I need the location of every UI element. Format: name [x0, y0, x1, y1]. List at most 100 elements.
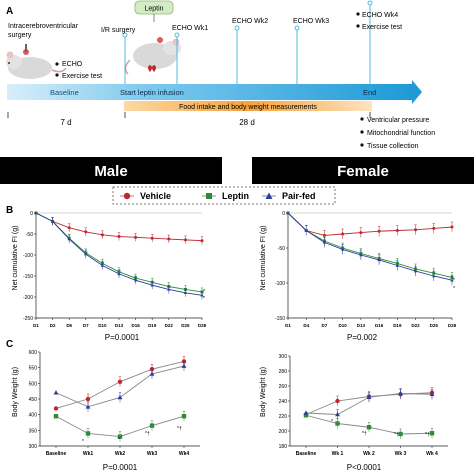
point-pairfed — [50, 219, 55, 223]
echo-wk1-label: ECHO Wk1 — [172, 25, 208, 32]
x-tick-label: Baseline — [296, 451, 317, 457]
b-male-ylabel: Net cumulative FI (g) — [12, 226, 19, 291]
y-tick-label: -150 — [23, 274, 33, 280]
point-leptin — [117, 434, 123, 439]
series-line-leptin — [287, 212, 453, 278]
legend-pairfed-marker — [265, 192, 273, 199]
point-pairfed — [450, 278, 454, 282]
y-tick-label: 350 — [29, 428, 38, 434]
point-pairfed — [84, 252, 88, 256]
x-tick-label: D19 — [393, 323, 402, 328]
point-pairfed — [303, 410, 309, 415]
bullet-dot — [356, 24, 360, 28]
legend-vehicle-marker — [123, 192, 131, 200]
legend-box — [112, 186, 336, 205]
rat-illustration-left — [6, 44, 67, 79]
point-leptin — [85, 431, 91, 436]
point-pairfed — [322, 240, 327, 244]
point-vehicle — [377, 229, 381, 233]
x-tick-label: D7 — [322, 323, 328, 328]
legend-pairfed: Pair-fed — [282, 191, 316, 201]
echo-wk4-label: ECHO Wk4 — [362, 12, 398, 19]
point-leptin — [53, 414, 59, 419]
end-item-3: Tissue collection — [367, 143, 419, 150]
bullet-dot — [360, 117, 364, 121]
point-vehicle — [84, 230, 88, 234]
point-leptin — [366, 425, 372, 430]
significance-mark: * — [203, 296, 205, 302]
x-tick-label: D28 — [198, 323, 207, 328]
y-tick-label: -50 — [278, 246, 285, 252]
significance-mark: * — [118, 437, 120, 443]
exercise-test-top-label: Exercise test — [362, 24, 402, 31]
x-tick-label: D10 — [98, 323, 107, 328]
point-pairfed — [85, 404, 91, 409]
panel-c-letter: C — [6, 339, 13, 350]
point-vehicle — [200, 239, 204, 243]
significance-mark: *† — [425, 432, 430, 438]
echo-wk2-label: ECHO Wk2 — [232, 18, 268, 25]
point-pairfed — [149, 371, 155, 376]
point-vehicle — [100, 233, 104, 237]
x-tick-label: Wk4 — [179, 451, 190, 457]
bullet-dot — [360, 130, 364, 134]
point-vehicle — [432, 226, 436, 230]
end-item-2: Mitochondrial function — [367, 130, 435, 137]
significance-mark: * — [453, 278, 455, 284]
point-vehicle — [414, 228, 418, 232]
point-pairfed — [432, 274, 436, 278]
baseline-echo-label: ECHO — [62, 61, 83, 68]
x-tick-label: D16 — [375, 323, 384, 328]
duration-7d: 7 d — [60, 118, 71, 127]
y-tick-label: 0 — [282, 211, 285, 217]
timeline-arrowhead — [412, 80, 422, 104]
c-male-ylabel: Body Weight (g) — [12, 367, 19, 417]
point-vehicle — [67, 226, 71, 230]
point-vehicle — [85, 396, 91, 402]
x-tick-label: D28 — [448, 323, 457, 328]
y-tick-label: 300 — [29, 444, 38, 450]
point-pairfed — [398, 390, 403, 396]
point-pairfed — [304, 228, 308, 232]
chart-c-female: 300 280 260 240 220 200 180 Baseline Wk 1 Wk 2 Wk … — [279, 354, 448, 457]
bullet-dot — [356, 12, 360, 16]
x-tick-label: Wk 1 — [332, 451, 344, 457]
c-female-ylabel: Body Weight (g) — [260, 367, 267, 417]
x-tick-label: D5 — [66, 323, 72, 328]
point-vehicle — [359, 231, 363, 235]
b-male-pvalue: P=0.0001 — [105, 333, 140, 342]
y-tick-label: 280 — [279, 369, 288, 375]
y-tick-label: 240 — [279, 399, 288, 405]
x-tick-label: Wk3 — [147, 451, 158, 457]
baseline-exercise-label: Exercise test — [62, 73, 102, 80]
x-tick-label: D2 — [50, 323, 56, 328]
point-vehicle — [167, 237, 171, 241]
significance-mark: * — [82, 439, 84, 445]
x-tick-label: D25 — [430, 323, 439, 328]
b-female-pvalue: P=0.002 — [347, 333, 378, 342]
point-pairfed — [133, 278, 138, 282]
legend-leptin: Leptin — [222, 191, 249, 201]
y-tick-label: -50 — [26, 232, 33, 238]
female-banner — [252, 157, 474, 184]
start-infusion-label: Start leptin infusion — [120, 88, 184, 97]
echo-wk3-label: ECHO Wk3 — [293, 18, 329, 25]
x-tick-label: Wk 2 — [363, 451, 375, 457]
timeline-pins — [122, 0, 373, 90]
duration-28d: 28 d — [239, 118, 255, 127]
y-tick-label: 300 — [279, 354, 288, 360]
point-pairfed — [377, 258, 381, 262]
x-tick-label: Wk1 — [83, 451, 94, 457]
point-pairfed — [366, 394, 372, 400]
legend-leptin-marker — [206, 193, 212, 199]
point-pairfed — [181, 363, 187, 368]
point-vehicle — [53, 406, 59, 411]
bullet-dot — [360, 143, 364, 147]
y-tick-label: -250 — [23, 316, 33, 322]
x-tick-label: Wk 3 — [395, 451, 407, 457]
y-tick-label: -100 — [275, 281, 285, 287]
point-pairfed — [429, 391, 435, 397]
c-male-pvalue: P=0.0001 — [103, 463, 138, 472]
x-tick-label: Wk2 — [115, 451, 126, 457]
point-vehicle — [395, 229, 399, 232]
